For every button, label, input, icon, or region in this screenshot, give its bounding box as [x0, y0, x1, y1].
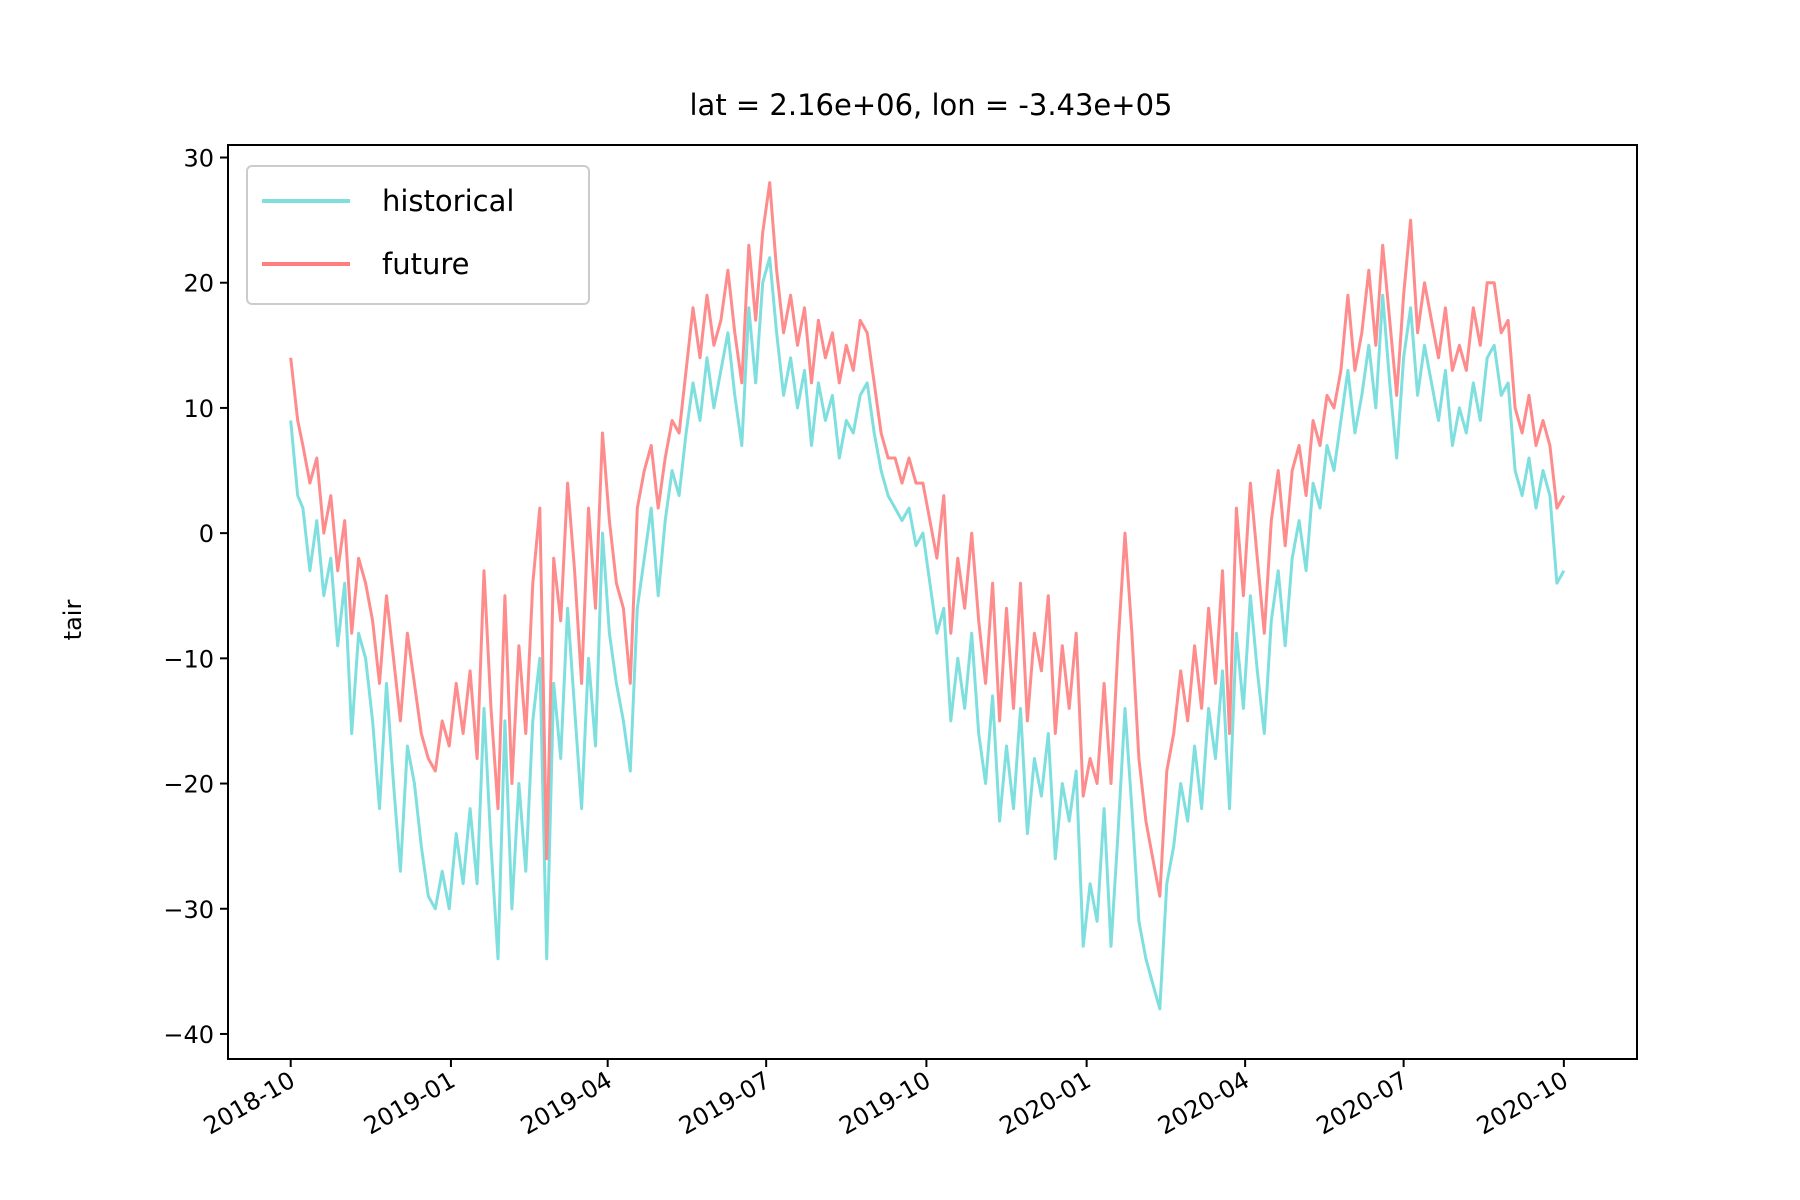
x-tick-label: 2019-10	[835, 1066, 936, 1140]
y-tick-label: 0	[199, 520, 214, 548]
x-axis: 2018-10 2019-01 2019-04 2019-07 2019-10 2020-…	[199, 1059, 1573, 1140]
series-line-future	[289, 181, 1566, 898]
y-tick-label: 20	[183, 270, 214, 298]
legend-label-future: future	[382, 247, 469, 281]
x-tick-label: 2020-10	[1472, 1066, 1573, 1140]
y-tick-label: −10	[163, 645, 214, 673]
legend-label-historical: historical	[382, 184, 514, 218]
y-tick-label: −40	[163, 1021, 214, 1049]
y-tick-label: −20	[163, 771, 214, 799]
y-tick-label: 30	[183, 145, 214, 173]
series-line-historical	[289, 256, 1566, 1011]
x-tick-label: 2019-01	[359, 1066, 460, 1140]
legend: historical future	[246, 165, 590, 305]
y-axis: 30 20 10 0 −10 −20 −30 −40	[163, 145, 228, 1049]
x-tick-label: 2019-04	[516, 1066, 617, 1140]
x-tick-label: 2019-07	[674, 1066, 775, 1140]
x-tick-label: 2020-04	[1153, 1066, 1254, 1140]
y-tick-label: 10	[183, 395, 214, 423]
y-axis-label: tair	[59, 600, 87, 641]
x-tick-label: 2020-07	[1312, 1066, 1413, 1140]
x-tick-label: 2020-01	[995, 1066, 1096, 1140]
chart-title: lat = 2.16e+06, lon = -3.43e+05	[690, 88, 1173, 122]
plot-frame	[227, 144, 1638, 1060]
y-tick-label: −30	[163, 896, 214, 924]
plot-lines	[289, 181, 1566, 1011]
x-tick-label: 2018-10	[199, 1066, 300, 1140]
